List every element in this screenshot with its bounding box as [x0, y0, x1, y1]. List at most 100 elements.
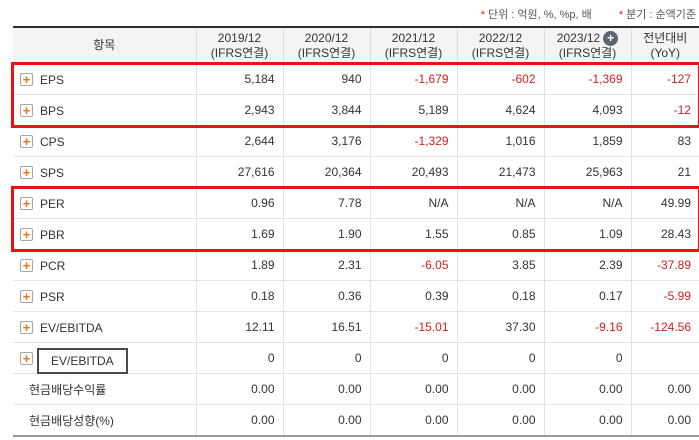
expand-row-button[interactable]: + — [20, 258, 33, 272]
header-standard: (IFRS연결) — [471, 45, 530, 60]
table-row: + PER 0.96 7.78 N/A N/A N/A 49.99 — [13, 187, 699, 219]
unit-note: * 단위 : 억원, %, %p, 배 — [480, 9, 592, 21]
value-cell: 2,644 — [195, 125, 283, 157]
financial-ratio-table: 항목 2019/12 (IFRS연결) 2020/12 (IFRS연결) 202… — [13, 26, 699, 437]
value-cell: 0.36 — [282, 280, 370, 312]
value-cell: 0.00 — [195, 373, 283, 405]
value-cell: 4,093 — [543, 94, 631, 126]
expand-row-button[interactable]: + — [20, 227, 33, 241]
value-cell: 83 — [630, 125, 699, 157]
table-row: + PBR 1.69 1.90 1.55 0.85 1.09 28.43 — [13, 218, 699, 250]
value-cell: 1,859 — [543, 125, 631, 157]
header-item-column: 항목 — [13, 26, 196, 64]
header-standard: (IFRS연결) — [297, 45, 356, 60]
value-cell: -124.56 — [630, 311, 699, 343]
header-standard: (IFRS연결) — [384, 45, 443, 60]
value-cell: 1.09 — [543, 218, 631, 250]
header-2020-12: 2020/12 (IFRS연결) — [282, 26, 370, 64]
value-cell: 0.39 — [369, 280, 457, 312]
value-cell: N/A — [456, 187, 544, 219]
row-label: PBR — [40, 227, 65, 242]
row-label: CPS — [40, 134, 65, 149]
value-cell: 12.11 — [195, 311, 283, 343]
expand-row-button[interactable]: + — [20, 165, 33, 179]
row-label: 현금배당수익률 — [29, 382, 107, 397]
value-cell: 0.00 — [456, 373, 544, 405]
value-cell: 1.90 — [282, 218, 370, 250]
value-cell: -37.89 — [630, 249, 699, 281]
header-2022-12: 2022/12 (IFRS연결) — [456, 26, 544, 64]
value-cell: 1,016 — [456, 125, 544, 157]
value-cell: 2,943 — [195, 94, 283, 126]
value-cell: 2.31 — [282, 249, 370, 281]
row-label: PCR — [40, 258, 66, 273]
expand-row-button[interactable]: + — [20, 196, 33, 210]
value-cell: N/A — [369, 187, 457, 219]
asterisk: * — [618, 9, 624, 21]
expand-row-button[interactable]: + — [20, 351, 33, 365]
header-year: 2021/12 — [391, 30, 436, 45]
value-cell: 0.17 — [543, 280, 631, 312]
value-cell: 940 — [282, 63, 370, 95]
expand-row-button[interactable]: + — [20, 320, 33, 334]
value-cell: 0.96 — [195, 187, 283, 219]
row-label-cell: + SPS — [13, 156, 196, 188]
period-note: * 분기 : 순액기준 — [618, 9, 696, 21]
value-cell: 0.00 — [630, 404, 699, 437]
row-label-cell: + BPS — [13, 94, 196, 126]
value-cell: -1,369 — [543, 63, 631, 95]
value-cell: 16.51 — [282, 311, 370, 343]
ev-ebitda-tooltip: EV/EBITDA — [37, 348, 128, 374]
value-cell: 0 — [543, 342, 631, 374]
row-label: EPS — [40, 72, 65, 87]
value-cell: 2.39 — [543, 249, 631, 281]
row-label: SPS — [40, 165, 65, 180]
table-row: + EV/EBITDA 12.11 16.51 -15.01 37.30 -9.16 -124… — [13, 311, 699, 343]
table-row: + PSR 0.18 0.36 0.39 0.18 0.17 -5.99 — [13, 280, 699, 312]
table-row: 현금배당수익률 0.00 0.00 0.00 0.00 0.00 0.00 — [13, 373, 699, 405]
value-cell: 20,493 — [369, 156, 457, 188]
value-cell: 21 — [630, 156, 699, 188]
row-label: EV/EBITDA — [40, 320, 103, 335]
row-label-cell: 현금배당수익률 — [13, 373, 196, 405]
table-row: + PCR 1.89 2.31 -6.05 3.85 2.39 -37.89 — [13, 249, 699, 281]
header-yoy-sub: (YoY) — [650, 45, 681, 60]
value-cell: 0 — [195, 342, 283, 374]
add-column-button[interactable]: + — [603, 30, 619, 46]
value-cell: N/A — [543, 187, 631, 219]
header-row: 항목 2019/12 (IFRS연결) 2020/12 (IFRS연결) 202… — [13, 26, 699, 64]
value-cell: 0.00 — [282, 404, 370, 437]
table-row: + EPS 5,184 940 -1,679 -602 -1,369 -127 — [13, 63, 699, 95]
value-cell: 37.30 — [456, 311, 544, 343]
value-cell: 0.00 — [282, 373, 370, 405]
expand-row-button[interactable]: + — [20, 289, 33, 303]
value-cell: 3,176 — [282, 125, 370, 157]
expand-row-button[interactable]: + — [20, 134, 33, 148]
table-row: + SPS 27,616 20,364 20,493 21,473 25,963 21 — [13, 156, 699, 188]
expand-row-button[interactable]: + — [20, 72, 33, 86]
value-cell: -1,329 — [369, 125, 457, 157]
value-cell: 0 — [282, 342, 370, 374]
value-cell: 0 — [456, 342, 544, 374]
value-cell: -12 — [630, 94, 699, 126]
asterisk: * — [480, 9, 485, 21]
value-cell: -15.01 — [369, 311, 457, 343]
value-cell: 7.78 — [282, 187, 370, 219]
value-cell: 0.85 — [456, 218, 544, 250]
header-2021-12: 2021/12 (IFRS연결) — [369, 26, 457, 64]
row-label: BPS — [40, 103, 65, 118]
value-cell: 27,616 — [195, 156, 283, 188]
header-yoy: 전년대비 (YoY) — [630, 26, 699, 64]
expand-row-button[interactable]: + — [20, 103, 33, 117]
value-cell: 3.85 — [456, 249, 544, 281]
value-cell: 0.18 — [195, 280, 283, 312]
table-row: + BPS 2,943 3,844 5,189 4,624 4,093 -12 — [13, 94, 699, 126]
table-row: 현금배당성향(%) 0.00 0.00 0.00 0.00 0.00 0.00 — [13, 404, 699, 437]
value-cell: 0.00 — [456, 404, 544, 437]
value-cell: 0.00 — [630, 373, 699, 405]
value-cell: 21,473 — [456, 156, 544, 188]
value-cell: -602 — [456, 63, 544, 95]
table-notes: * 단위 : 억원, %, %p, 배 * 분기 : 순액기준 — [457, 6, 696, 22]
table-body: + EPS 5,184 940 -1,679 -602 -1,369 -127 + BPS 2,94… — [13, 63, 699, 437]
header-year: 2023/12 — [556, 30, 601, 45]
